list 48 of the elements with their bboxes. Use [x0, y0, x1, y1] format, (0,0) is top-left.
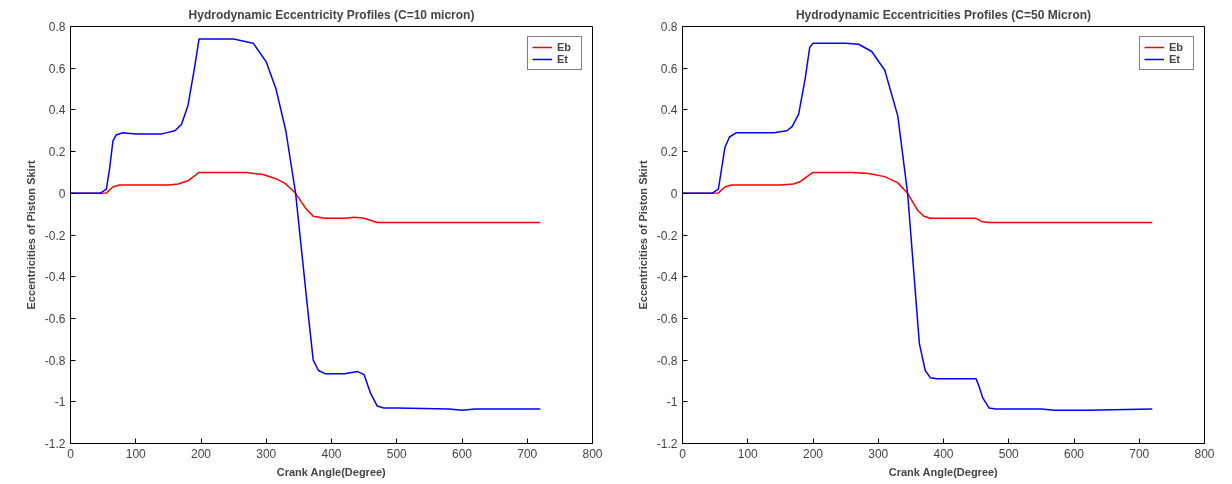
x-axis-title: Crank Angle(Degree)	[888, 465, 999, 478]
legend-label: Eb	[557, 41, 573, 53]
x-tick-label: 600	[451, 446, 473, 461]
y-tick-label: 0.8	[48, 20, 66, 34]
x-tick-label: 700	[1129, 446, 1150, 461]
y-tick-label: -1	[666, 395, 678, 410]
x-tick-label: 200	[190, 446, 212, 461]
legend-label: Et	[1169, 53, 1181, 65]
legend-label: Eb	[1169, 41, 1185, 53]
x-tick-label: 100	[737, 446, 759, 461]
y-tick-label: -0.6	[44, 311, 66, 326]
y-tick-label: -0.4	[656, 270, 678, 285]
x-tick-label: 500	[386, 446, 408, 461]
x-tick-label: 300	[256, 446, 277, 461]
y-tick-label: 0.6	[660, 61, 678, 76]
x-tick-label: 500	[998, 446, 1020, 461]
y-tick-label: -1.2	[44, 437, 66, 451]
x-tick-label: 700	[517, 446, 538, 461]
y-tick-label: 0.2	[48, 145, 66, 160]
y-tick-label: -0.6	[656, 311, 678, 326]
y-tick-label: 0.4	[48, 103, 66, 118]
y-tick-label: 0	[58, 186, 66, 201]
x-tick-label: 400	[321, 446, 342, 461]
y-tick-label: -0.2	[44, 228, 66, 243]
y-tick-label: 0.6	[48, 61, 66, 76]
y-tick-label: 0.4	[660, 103, 678, 118]
chart-title: Hydrodynamic Eccentricities Profiles (C=50 Micron)	[795, 7, 1092, 22]
y-tick-label: -0.8	[656, 353, 678, 368]
chart-title: Hydrodynamic Eccentricity Profiles (C=10 micron)	[188, 7, 475, 22]
y-tick-label: -0.2	[656, 228, 678, 243]
x-tick-label: 100	[125, 446, 147, 461]
y-tick-label: -0.4	[44, 270, 66, 285]
y-tick-label: 0	[670, 186, 678, 201]
x-tick-label: 200	[802, 446, 824, 461]
x-tick-label: 800	[1194, 446, 1215, 461]
y-tick-label: -1	[54, 395, 66, 410]
y-tick-label: 0.8	[660, 20, 678, 34]
y-tick-label: -0.8	[44, 353, 66, 368]
x-tick-label: 600	[1063, 446, 1085, 461]
x-tick-label: 800	[582, 446, 603, 461]
x-tick-label: 400	[933, 446, 954, 461]
y-axis-title: Eccentricities of Piston Skirt	[636, 160, 649, 310]
legend-label: Et	[557, 53, 569, 65]
y-axis-title: Eccentricities of Piston Skirt	[24, 160, 37, 310]
x-tick-label: 300	[868, 446, 889, 461]
y-tick-label: -1.2	[656, 437, 678, 451]
y-tick-label: 0.2	[660, 145, 678, 160]
x-axis-title: Crank Angle(Degree)	[276, 465, 387, 478]
